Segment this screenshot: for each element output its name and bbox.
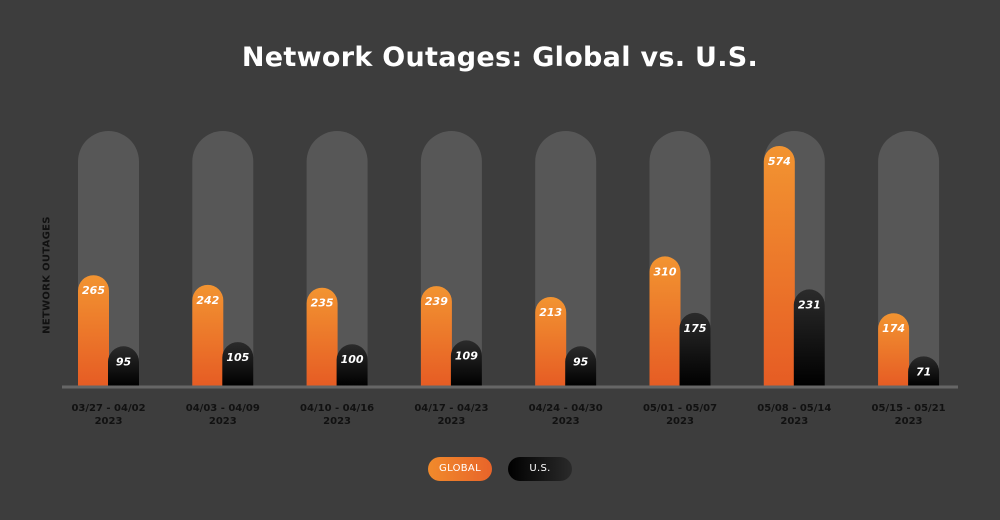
x-tick-label: 2023 [666, 416, 694, 427]
data-label-us: 100 [341, 353, 364, 366]
data-label-us: 231 [798, 298, 821, 311]
data-label-global: 242 [196, 294, 219, 307]
x-tick-label: 2023 [895, 416, 923, 427]
x-tick-label: 04/10 - 04/16 [300, 403, 374, 414]
data-label-global: 174 [882, 322, 905, 335]
bar-global [649, 256, 681, 386]
data-label-us: 175 [684, 322, 707, 335]
x-tick-label: 2023 [95, 416, 123, 427]
data-label-global: 213 [539, 306, 562, 319]
bar-us [908, 356, 940, 386]
bar-us [108, 346, 139, 386]
data-label-us: 105 [226, 351, 249, 364]
bar-global [878, 313, 910, 386]
x-tick-label: 2023 [209, 416, 237, 427]
data-label-global: 239 [425, 295, 448, 308]
bar-global [306, 287, 338, 386]
x-tick-label: 05/08 - 05/14 [757, 403, 831, 414]
legend-item-global: GLOBAL [428, 457, 492, 481]
x-tick-label: 2023 [552, 416, 580, 427]
x-tick-label: 2023 [780, 416, 808, 427]
x-tick-label: 04/24 - 04/30 [529, 403, 603, 414]
data-label-us: 71 [916, 365, 931, 378]
bar-us [793, 289, 825, 386]
bar-global [192, 284, 224, 386]
data-label-global: 574 [768, 155, 791, 168]
bar-global [535, 296, 567, 386]
legend: GLOBAL U.S. [0, 457, 1000, 483]
bar-global [78, 275, 109, 386]
bar-global [763, 146, 795, 386]
data-label-global: 235 [311, 297, 334, 310]
x-tick-label: 05/01 - 05/07 [643, 403, 717, 414]
x-tick-label: 05/15 - 05/21 [872, 403, 946, 414]
data-label-us: 95 [116, 355, 132, 368]
x-tick-label: 04/17 - 04/23 [414, 403, 488, 414]
data-label-global: 265 [82, 284, 105, 297]
bar-us [336, 344, 368, 386]
chart-title: Network Outages: Global vs. U.S. [241, 42, 759, 73]
bar-us [222, 342, 254, 386]
bar-us [450, 340, 482, 386]
bar-us [565, 346, 597, 386]
x-tick-label: 04/03 - 04/09 [186, 403, 260, 414]
x-tick-label: 2023 [323, 416, 351, 427]
data-label-global: 310 [654, 265, 677, 278]
legend-item-us: U.S. [508, 457, 572, 481]
bar-global [420, 286, 452, 386]
x-tick-label: 2023 [437, 416, 465, 427]
x-tick-label: 03/27 - 04/02 [71, 403, 145, 414]
data-label-us: 95 [573, 355, 589, 368]
data-label-us: 109 [455, 349, 478, 362]
bar-us [679, 312, 711, 386]
